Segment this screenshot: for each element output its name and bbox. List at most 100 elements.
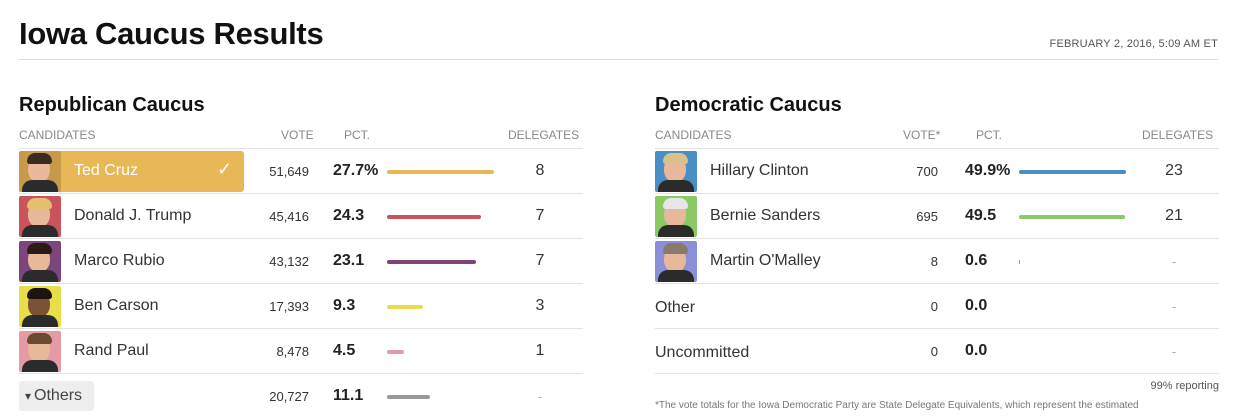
photo-suit	[22, 225, 58, 237]
pct-bar	[387, 215, 481, 219]
winner-check-icon: ✓	[217, 159, 233, 179]
vote-count: 17,393	[269, 299, 309, 314]
vote-percent: 24.3	[333, 207, 365, 224]
vote-percent: 11.1	[333, 387, 364, 404]
vote-count: 51,649	[269, 164, 309, 179]
candidate-row: Ted Cruz ✓ 51,649 27.7% 8	[19, 148, 583, 193]
delegate-count: -	[1171, 344, 1177, 359]
vote-count: 0	[930, 299, 938, 314]
vote-count: 700	[916, 164, 938, 179]
page-title: Iowa Caucus Results	[19, 16, 324, 51]
candidate-row: Marco Rubio 43,132 23.1 7	[19, 238, 583, 283]
republican-header-row: CANDIDATES VOTE PCT. DELEGATES	[19, 122, 583, 148]
delegate-count: -	[1171, 254, 1177, 269]
vote-percent: 27.7%	[333, 162, 379, 179]
photo-suit	[22, 360, 58, 372]
photo-suit	[22, 315, 58, 327]
vote-percent: 0.0	[965, 297, 988, 314]
chevron-down-icon: ▾	[25, 389, 32, 403]
pct-bar	[1019, 170, 1126, 174]
pct-bar	[1019, 260, 1021, 264]
candidate-row: Other 0 0.0 -	[655, 283, 1219, 328]
pct-bar	[387, 260, 477, 264]
timestamp: FEBRUARY 2, 2016, 5:09 AM ET	[1049, 38, 1218, 50]
republican-title: Republican Caucus	[19, 94, 205, 116]
candidate-photo	[655, 151, 697, 192]
candidate-row: Martin O'Malley 8 0.6 -	[655, 238, 1219, 283]
delegate-count: 21	[1165, 207, 1183, 224]
candidate-photo	[655, 196, 697, 237]
democratic-section: Democratic Caucus CANDIDATES VOTE* PCT. …	[655, 92, 1219, 411]
candidate-row: Bernie Sanders 695 49.5 21	[655, 193, 1219, 238]
candidate-name: Donald J. Trump	[74, 207, 192, 224]
vote-count: 20,727	[269, 389, 309, 404]
header-pct: PCT.	[976, 128, 1003, 142]
vote-count: 8	[930, 254, 938, 269]
pct-bar	[1019, 215, 1126, 219]
divider	[19, 59, 1218, 60]
others-row: ▾ Others 20,727 11.1 -	[19, 373, 583, 418]
header-candidates: CANDIDATES	[19, 128, 96, 142]
vote-percent: 0.6	[965, 252, 988, 269]
photo-hair	[663, 198, 688, 209]
candidate-name: Ben Carson	[74, 297, 159, 314]
vote-count: 45,416	[269, 209, 309, 224]
photo-hair	[663, 153, 688, 164]
vote-percent: 49.5	[965, 207, 997, 224]
candidate-photo	[19, 196, 61, 237]
candidate-name: Rand Paul	[74, 342, 149, 359]
vote-percent: 49.9%	[965, 162, 1011, 179]
delegate-count: 7	[535, 207, 545, 224]
candidate-row: Uncommitted 0 0.0 -	[655, 328, 1219, 373]
others-expand-button[interactable]: ▾ Others	[19, 381, 94, 411]
photo-hair	[27, 288, 52, 299]
candidate-name: Bernie Sanders	[710, 207, 821, 224]
footnote: *The vote totals for the Iowa Democratic…	[655, 400, 1139, 411]
header-vote: VOTE	[281, 128, 314, 142]
candidate-row: Ben Carson 17,393 9.3 3	[19, 283, 583, 328]
photo-suit	[22, 270, 58, 282]
others-label: Others	[34, 387, 83, 404]
candidate-photo	[19, 241, 61, 282]
pct-bar	[387, 350, 405, 354]
delegate-count: 7	[535, 252, 545, 269]
vote-count: 695	[916, 209, 938, 224]
photo-suit	[658, 225, 694, 237]
delegate-count: -	[537, 389, 543, 404]
vote-percent: 0.0	[965, 342, 988, 359]
photo-hair	[27, 198, 52, 209]
candidate-photo	[19, 286, 61, 327]
photo-hair	[27, 333, 52, 344]
democratic-title: Democratic Caucus	[655, 94, 842, 116]
delegate-count: 8	[535, 162, 545, 179]
candidate-photo	[19, 331, 61, 372]
candidate-name: Marco Rubio	[74, 252, 165, 269]
candidate-photo	[19, 151, 61, 192]
delegate-count: 3	[535, 297, 545, 314]
header-candidates: CANDIDATES	[655, 128, 732, 142]
table-end-rule	[655, 373, 1219, 374]
header-delegates: DELEGATES	[508, 128, 580, 142]
header-vote: VOTE*	[903, 128, 941, 142]
candidate-photo	[655, 241, 697, 282]
candidate-row: Rand Paul 8,478 4.5 1	[19, 328, 583, 373]
vote-percent: 23.1	[333, 252, 365, 269]
photo-hair	[27, 153, 52, 164]
vote-count: 43,132	[269, 254, 309, 269]
vote-count: 8,478	[276, 344, 309, 359]
delegate-count: 23	[1165, 162, 1183, 179]
candidate-name: Ted Cruz	[74, 162, 139, 179]
candidate-name: Hillary Clinton	[710, 162, 809, 179]
photo-hair	[27, 243, 52, 254]
header-pct: PCT.	[344, 128, 371, 142]
republican-section: Republican Caucus CANDIDATES VOTE PCT. D…	[19, 92, 583, 418]
democratic-header-row: CANDIDATES VOTE* PCT. DELEGATES	[655, 122, 1219, 148]
vote-count: 0	[930, 344, 938, 359]
candidate-row: Donald J. Trump 45,416 24.3 7	[19, 193, 583, 238]
photo-hair	[663, 243, 688, 254]
pct-bar	[387, 170, 494, 174]
pct-bar	[387, 395, 430, 399]
delegate-count: -	[1171, 299, 1177, 314]
candidate-row: Hillary Clinton 700 49.9% 23	[655, 148, 1219, 193]
pct-bar	[387, 305, 423, 309]
